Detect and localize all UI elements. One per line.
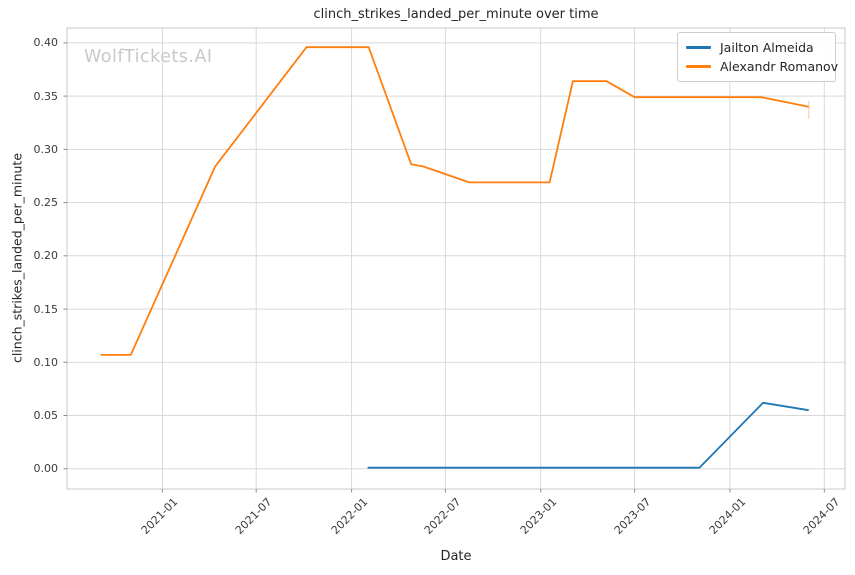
y-tick-label: 0.40: [33, 36, 59, 50]
x-axis-label: Date: [440, 549, 472, 564]
plot-border: [66, 27, 846, 490]
legend: Jailton Almeida Alexandr Romanov: [677, 32, 838, 82]
legend-line-sample-orange: [686, 65, 711, 68]
legend-line-sample-blue: [686, 46, 711, 49]
y-tick-label: 0.35: [33, 89, 59, 103]
y-tick-label: 0.10: [33, 355, 59, 369]
series-line-jailton-almeida: [367, 401, 809, 469]
y-tick-label: 0.00: [33, 462, 59, 476]
y-tick-label: 0.25: [33, 196, 59, 210]
y-tick-label: 0.30: [33, 142, 59, 156]
legend-item-alexandr-romanov: Alexandr Romanov: [686, 57, 838, 76]
legend-label: Jailton Almeida: [720, 40, 814, 55]
watermark: WolfTickets.AI: [84, 47, 213, 67]
y-tick-label: 0.15: [33, 302, 59, 316]
chart-title: clinch_strikes_landed_per_minute over ti…: [313, 7, 599, 22]
series-line-alexandr-romanov: [100, 46, 809, 356]
y-tick-label: 0.05: [33, 409, 59, 422]
legend-label: Alexandr Romanov: [720, 59, 839, 74]
legend-item-jailton-almeida: Jailton Almeida: [686, 38, 826, 57]
y-tick-label: 0.20: [33, 249, 59, 263]
